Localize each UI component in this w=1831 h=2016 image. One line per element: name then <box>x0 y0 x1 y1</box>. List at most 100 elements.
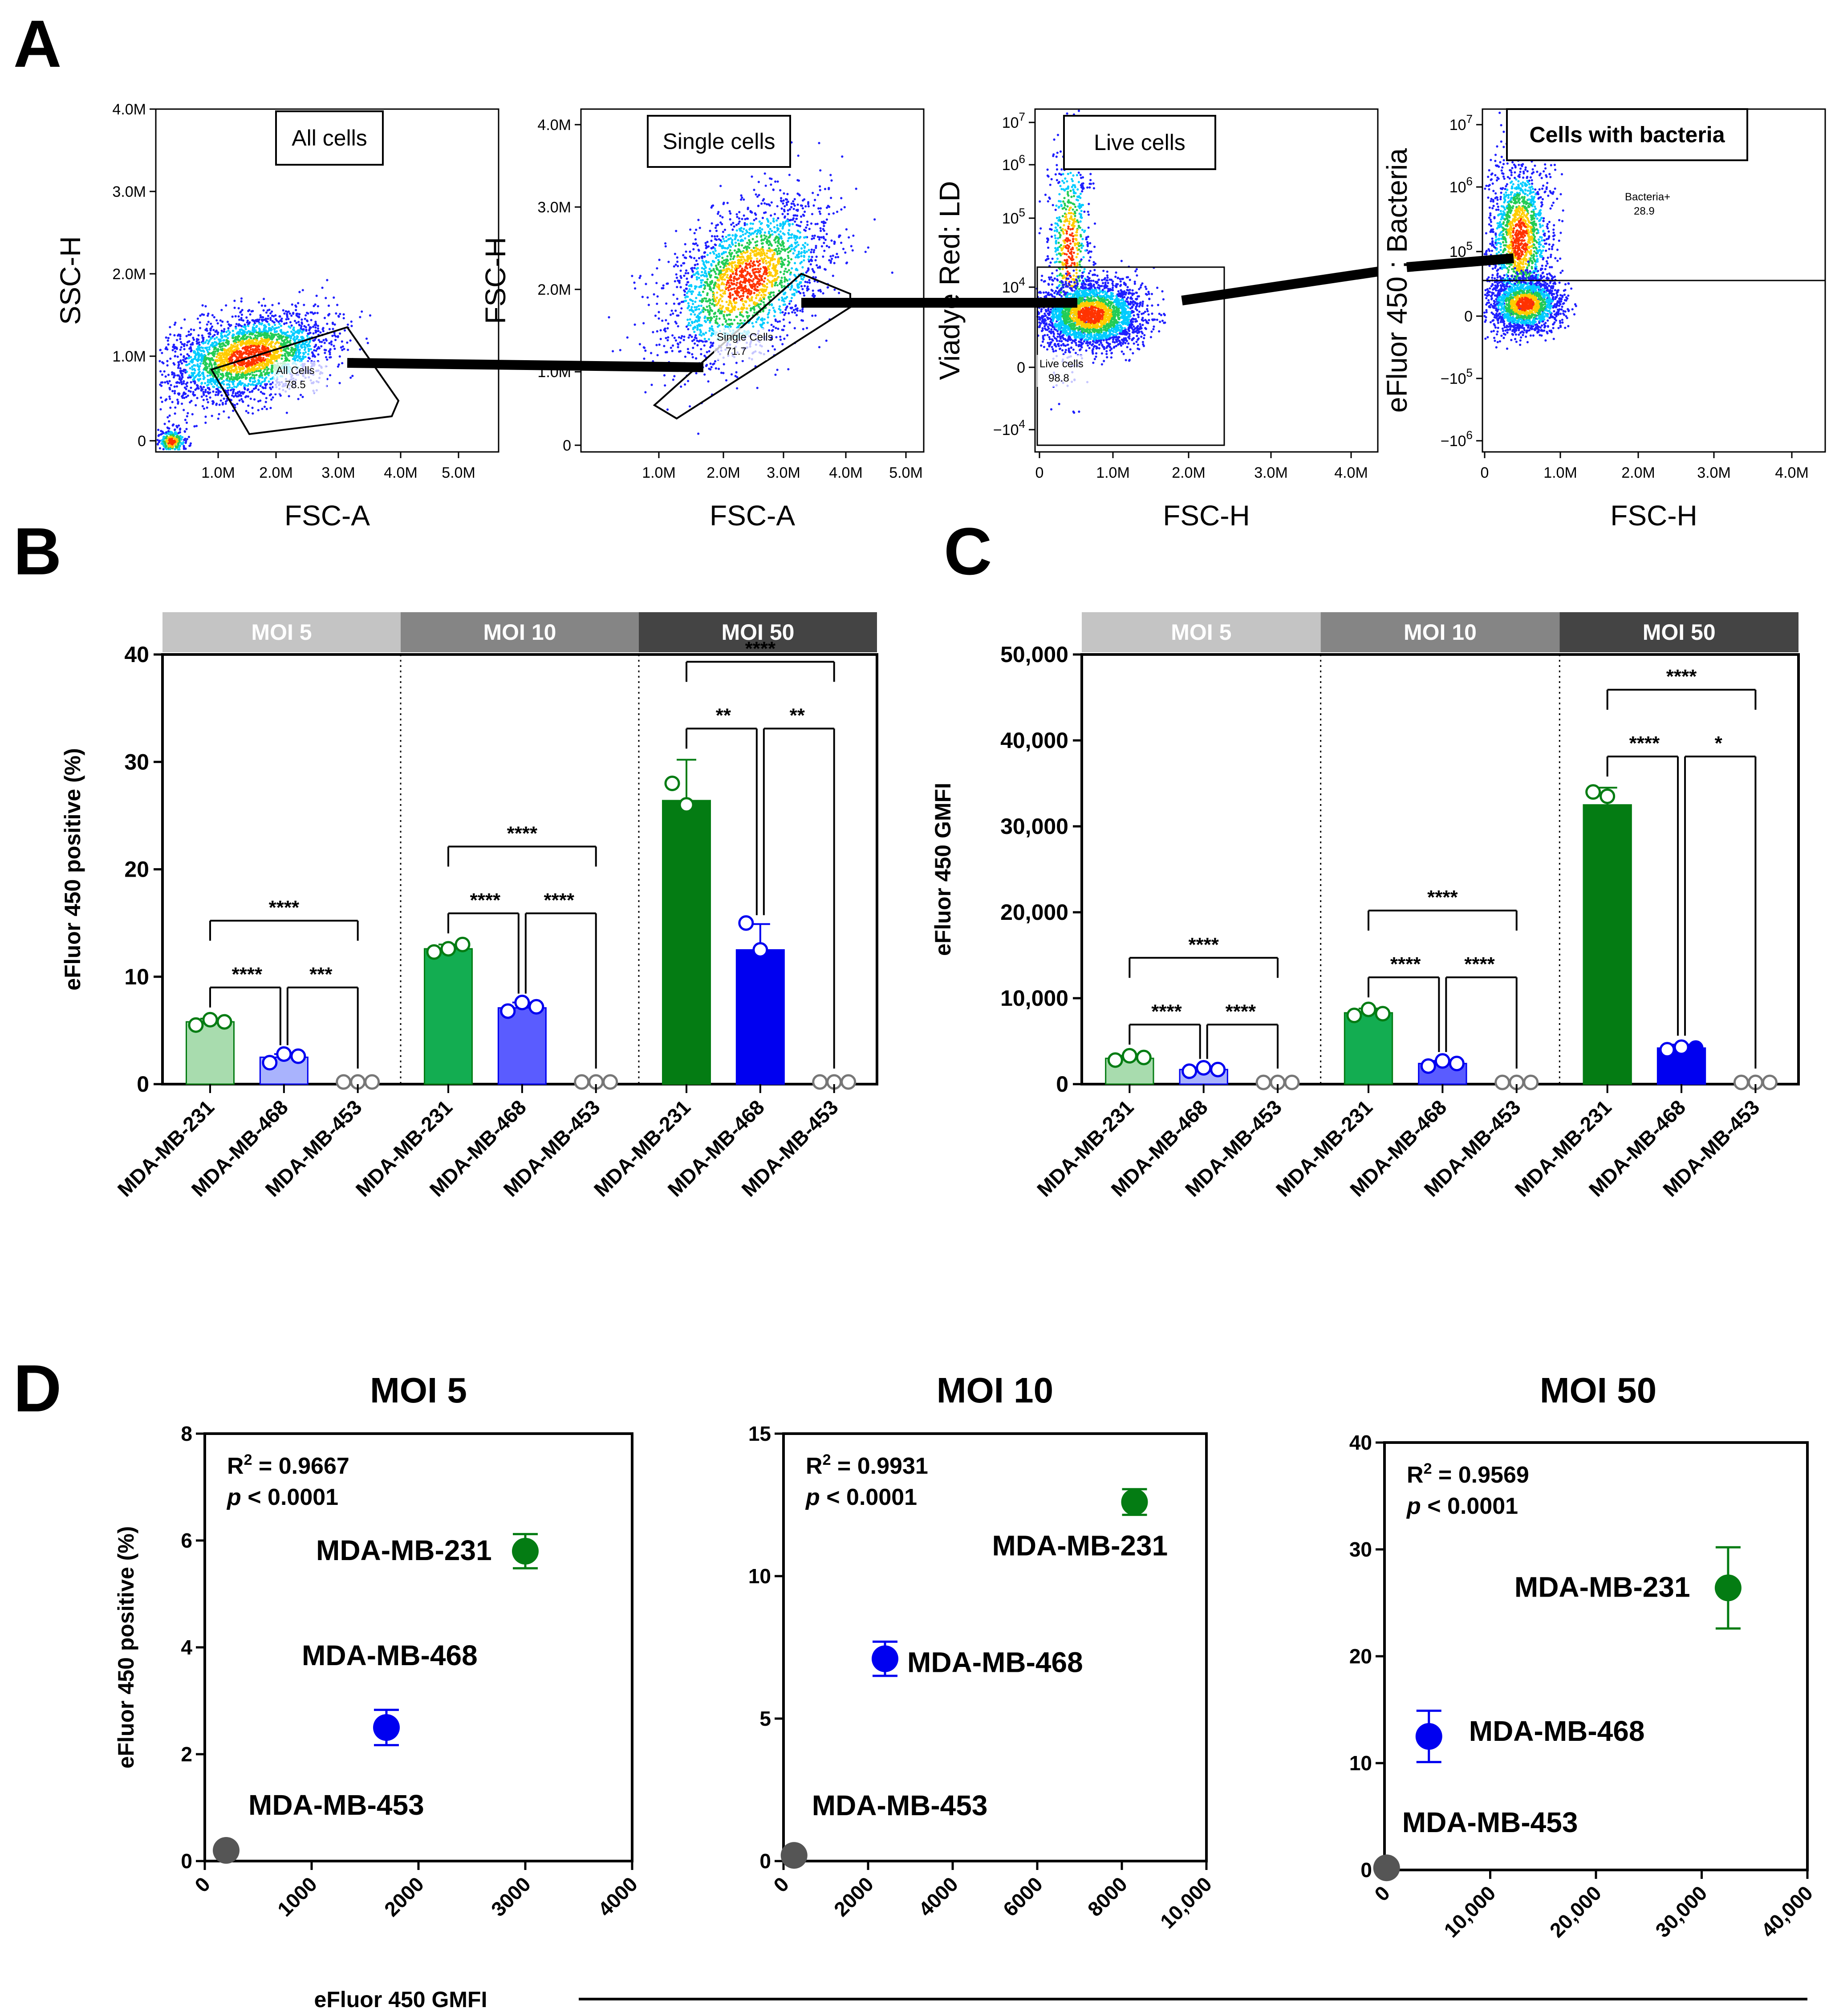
event-dot <box>671 334 674 337</box>
event-dot <box>712 292 715 294</box>
event-dot <box>201 358 204 361</box>
event-dot <box>763 277 766 280</box>
event-dot <box>731 239 734 241</box>
event-dot <box>208 370 211 372</box>
event-dot <box>184 419 187 421</box>
event-dot <box>694 313 696 316</box>
event-dot <box>715 238 718 241</box>
event-dot <box>760 202 763 205</box>
event-dot <box>788 219 791 222</box>
event-dot <box>244 342 247 345</box>
event-dot <box>168 414 171 417</box>
event-dot <box>231 315 234 318</box>
event-dot <box>667 336 670 339</box>
event-dot <box>178 393 180 396</box>
event-dot <box>705 261 708 264</box>
event-dot <box>790 258 793 260</box>
event-dot <box>234 404 236 406</box>
event-dot <box>709 276 712 279</box>
event-dot <box>177 361 180 364</box>
event-dot <box>687 281 690 284</box>
event-dot <box>185 361 187 363</box>
event-dot <box>285 358 288 361</box>
event-dot <box>179 348 182 351</box>
event-dot <box>346 349 349 351</box>
event-dot <box>260 390 262 394</box>
event-dot <box>309 328 311 330</box>
event-dot <box>295 351 297 354</box>
event-dot <box>240 376 243 379</box>
event-dot <box>806 287 808 290</box>
event-dot <box>317 327 320 330</box>
event-dot <box>771 345 774 348</box>
event-dot <box>335 312 337 315</box>
event-dot <box>223 383 225 386</box>
event-dot <box>197 365 200 368</box>
event-dot <box>223 339 226 341</box>
event-dot <box>262 309 265 312</box>
event-dot <box>762 260 765 264</box>
event-dot <box>158 441 160 443</box>
event-dot <box>690 313 692 316</box>
event-dot <box>667 260 670 263</box>
event-dot <box>207 383 210 386</box>
event-dot <box>237 347 240 350</box>
event-dot <box>655 282 658 285</box>
event-dot <box>166 360 169 362</box>
event-dot <box>641 296 644 298</box>
event-dot <box>243 325 245 328</box>
y-tick-label: 1.0M <box>112 348 146 365</box>
event-dot <box>207 401 209 404</box>
event-dot <box>220 382 223 384</box>
event-dot <box>800 215 803 218</box>
event-dot <box>687 302 690 305</box>
event-dot <box>828 188 830 191</box>
event-dot <box>719 297 722 300</box>
event-dot <box>715 315 718 318</box>
event-dot <box>808 249 810 252</box>
event-dot <box>206 323 208 326</box>
event-dot <box>719 304 722 307</box>
event-dot <box>324 352 326 354</box>
event-dot <box>663 329 666 331</box>
event-dot <box>290 324 293 327</box>
event-dot <box>163 370 166 373</box>
event-dot <box>269 383 272 386</box>
event-dot <box>730 373 733 376</box>
event-dot <box>164 347 167 350</box>
event-dot <box>749 266 751 269</box>
event-dot <box>237 373 240 375</box>
event-dot <box>294 304 297 307</box>
event-dot <box>291 303 293 306</box>
event-dot <box>701 279 704 282</box>
event-dot <box>731 243 734 246</box>
event-dot <box>739 250 742 253</box>
event-dot <box>691 340 694 342</box>
event-dot <box>664 384 666 387</box>
event-dot <box>642 322 645 325</box>
event-dot <box>780 265 783 268</box>
event-dot <box>349 339 352 342</box>
event-dot <box>161 374 163 376</box>
event-dot <box>314 331 317 334</box>
event-dot <box>164 375 167 378</box>
event-dot <box>260 337 263 340</box>
event-dot <box>712 287 715 289</box>
event-dot <box>776 369 779 371</box>
event-dot <box>241 362 244 365</box>
event-dot <box>228 380 231 383</box>
event-dot <box>750 260 752 263</box>
event-dot <box>813 271 816 274</box>
event-dot <box>762 250 765 252</box>
event-dot <box>197 356 200 358</box>
event-dot <box>169 406 172 409</box>
event-dot <box>183 397 186 399</box>
event-dot <box>277 302 280 305</box>
event-dot <box>763 211 766 214</box>
event-dot <box>697 273 700 276</box>
event-dot <box>304 346 307 349</box>
event-dot <box>276 357 278 359</box>
event-dot <box>810 251 812 254</box>
event-dot <box>211 400 214 402</box>
event-dot <box>215 402 218 405</box>
